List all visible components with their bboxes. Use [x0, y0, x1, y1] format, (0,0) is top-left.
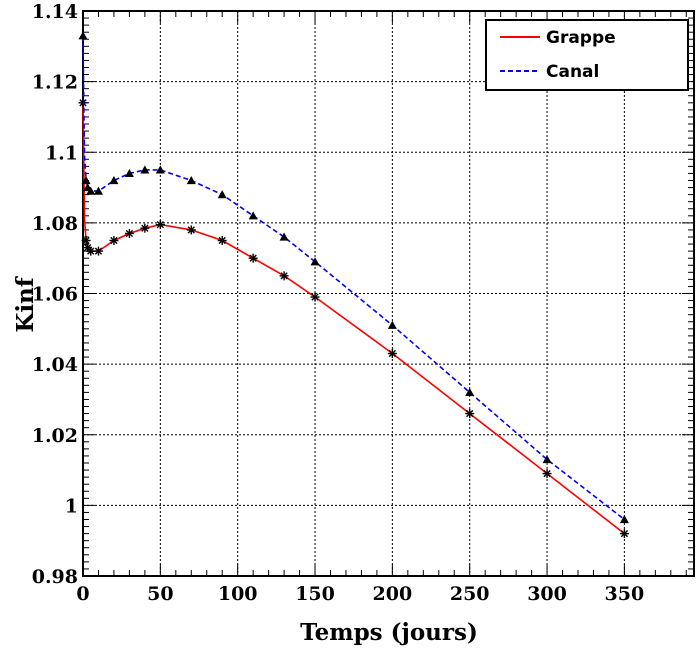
y-tick-label: 1.02 — [32, 425, 78, 447]
asterisk-stroke — [466, 409, 474, 418]
x-tick-label: 250 — [450, 583, 490, 605]
y-axis-title: Kinf — [12, 275, 39, 332]
data-point-triangle — [86, 186, 96, 195]
data-point-triangle — [186, 176, 196, 185]
data-point-asterisk — [542, 469, 552, 479]
asterisk-stroke — [141, 224, 149, 232]
y-tick-label: 1.06 — [32, 284, 78, 306]
data-point-asterisk — [217, 236, 227, 246]
data-point-asterisk — [81, 236, 91, 246]
data-point-asterisk — [124, 228, 134, 238]
legend-label-grappe: Grappe — [546, 28, 616, 48]
data-point-asterisk — [109, 236, 119, 246]
data-point-triangle — [248, 211, 258, 220]
data-point-asterisk — [465, 409, 475, 419]
x-tick-label: 50 — [147, 583, 173, 605]
x-tick-label: 0 — [76, 583, 89, 605]
y-tick-label: 1 — [65, 495, 78, 517]
asterisk-stroke — [83, 243, 92, 252]
data-point-asterisk — [310, 292, 320, 302]
asterisk-stroke — [249, 254, 257, 262]
y-tick-labels: 0.98 1 1.02 1.04 1.06 1.08 1.1 1.12 1.14 — [32, 1, 78, 588]
y-tick-label: 1.1 — [45, 142, 78, 164]
asterisk-stroke — [280, 272, 288, 280]
y-tick-label: 1.12 — [32, 72, 78, 94]
data-point-triangle — [109, 176, 119, 185]
data-point-triangle — [140, 165, 150, 174]
asterisk-stroke — [125, 229, 134, 238]
x-tick-label: 350 — [605, 583, 645, 605]
y-tick-label: 0.98 — [32, 566, 78, 588]
x-tick-label: 150 — [295, 583, 335, 605]
grid — [83, 11, 694, 576]
y-tick-label: 1.14 — [32, 1, 78, 23]
legend-box — [485, 19, 689, 91]
asterisk-stroke — [620, 529, 629, 538]
asterisk-stroke — [388, 349, 397, 358]
data-point-asterisk — [248, 253, 258, 263]
asterisk-stroke — [87, 247, 95, 255]
x-axis-title: Temps (jours) — [300, 619, 478, 646]
data-point-asterisk — [279, 271, 289, 281]
y-tick-label: 1.08 — [32, 213, 78, 235]
data-point-triangle — [124, 168, 134, 178]
data-point-asterisk — [155, 220, 165, 230]
data-point-triangle — [465, 387, 475, 396]
asterisk-stroke — [187, 226, 195, 234]
x-tick-label: 100 — [218, 583, 258, 605]
data-point-triangle — [387, 320, 397, 329]
asterisk-stroke — [94, 247, 103, 255]
asterisk-stroke — [543, 469, 551, 478]
data-point-asterisk — [619, 529, 629, 539]
series-canal — [78, 31, 629, 524]
data-point-asterisk — [387, 349, 397, 359]
data-point-triangle — [81, 176, 91, 185]
x-tick-label: 300 — [527, 583, 567, 605]
data-point-triangle — [93, 186, 103, 195]
series-layer — [78, 31, 629, 539]
data-point-triangle — [78, 31, 88, 40]
data-point-asterisk — [78, 98, 88, 108]
data-point-triangle — [217, 190, 227, 199]
asterisk-stroke — [82, 236, 90, 245]
asterisk-stroke — [156, 220, 164, 229]
data-point-triangle — [310, 257, 320, 266]
asterisk-stroke — [218, 236, 226, 245]
data-point-triangle — [155, 165, 165, 174]
data-point-asterisk — [140, 223, 150, 233]
legend: Grappe Canal — [485, 19, 689, 91]
x-tick-label: 200 — [373, 583, 413, 605]
legend-label-canal: Canal — [546, 62, 599, 82]
data-point-asterisk — [93, 246, 103, 256]
y-tick-label: 1.04 — [32, 354, 78, 376]
data-point-triangle — [542, 454, 552, 464]
data-point-triangle — [619, 515, 629, 524]
data-point-triangle — [279, 232, 289, 241]
data-point-asterisk — [86, 246, 96, 256]
asterisk-stroke — [311, 293, 319, 301]
asterisk-stroke — [79, 99, 87, 107]
data-point-asterisk — [186, 225, 196, 235]
x-tick-labels: 0 50 100 150 200 250 300 350 — [76, 583, 644, 605]
asterisk-stroke — [110, 236, 118, 245]
